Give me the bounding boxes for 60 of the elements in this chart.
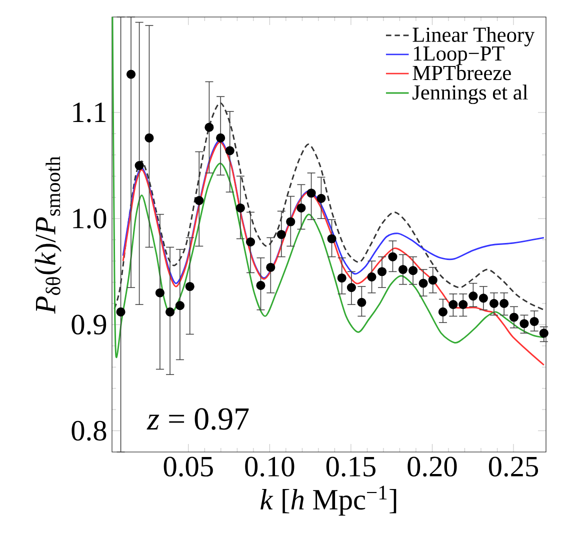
point: [185, 282, 194, 292]
point: [256, 280, 266, 290]
point: [448, 300, 458, 310]
y-tick-label: 1.0: [73, 208, 106, 229]
point: [530, 316, 539, 326]
point: [418, 278, 428, 288]
point: [346, 283, 356, 292]
point: [165, 307, 175, 316]
y-axis-title: P$_{δθ}$(k)/P$_{smooth}$: [34, 156, 62, 314]
point: [225, 146, 234, 156]
point: [194, 196, 204, 206]
point: [509, 312, 519, 322]
x-tick-label: 0.05: [164, 456, 213, 477]
legend-label: Linear Theory: [412, 26, 535, 46]
x-tick-label: 0.25: [488, 456, 538, 477]
point: [539, 328, 548, 338]
y-tick-label: 0.9: [72, 314, 106, 335]
legend-label: MPTbreeze: [412, 65, 511, 80]
point: [357, 298, 366, 307]
point: [126, 70, 136, 79]
legend-label: 1Loop−PT: [414, 46, 504, 66]
point: [116, 307, 126, 316]
point: [408, 266, 418, 276]
point: [377, 267, 387, 276]
point: [489, 298, 499, 308]
point: [367, 272, 376, 282]
point: [155, 288, 164, 298]
point: [438, 307, 448, 316]
annotation: z = 0.97: [146, 408, 249, 430]
point: [175, 301, 184, 310]
point: [246, 237, 256, 246]
point: [458, 300, 468, 310]
legend-label: Jennings et al: [412, 84, 528, 104]
point: [144, 133, 154, 142]
x-axis-title: k [h Mpc$^{−1}$]: [260, 486, 396, 516]
point: [337, 273, 346, 283]
point: [216, 133, 226, 142]
point: [316, 194, 326, 203]
x-tick-label: 0.20: [408, 456, 457, 477]
point: [276, 230, 286, 240]
point: [520, 319, 529, 328]
y-tick-label: 1.1: [73, 102, 106, 122]
point: [204, 122, 214, 132]
point: [236, 203, 245, 213]
x-tick-label: 0.15: [326, 456, 376, 477]
x-tick-label: 0.10: [245, 456, 294, 477]
point: [428, 276, 438, 285]
point: [306, 188, 316, 198]
point: [478, 294, 488, 303]
point: [134, 161, 144, 170]
point: [286, 217, 296, 226]
point: [500, 298, 509, 308]
line-series: [114, 102, 545, 311]
point: [266, 262, 276, 272]
point: [398, 264, 408, 274]
y-tick-label: 0.8: [72, 420, 106, 441]
point: [388, 252, 398, 262]
point: [296, 203, 306, 213]
point: [468, 291, 478, 301]
point: [327, 234, 336, 244]
